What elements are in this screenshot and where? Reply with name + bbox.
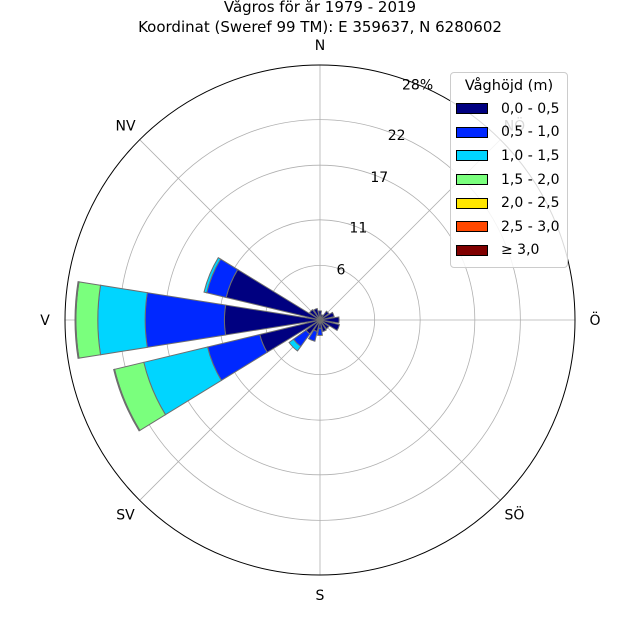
rose-bar-NÖ-0: [319, 310, 330, 321]
rose-bar-ÖNÖ-0: [319, 311, 335, 321]
direction-label: S: [316, 588, 325, 604]
legend-entry: 2,5 - 3,0: [451, 215, 567, 239]
legend-swatch: [456, 244, 488, 256]
grid-spoke: [319, 319, 501, 501]
rose-bar-VSV-4: [113, 368, 141, 432]
legend-label: 2,5 - 3,0: [501, 218, 560, 235]
grid-spoke: [139, 139, 321, 321]
chart-title: Vågros för år 1979 - 2019: [223, 0, 417, 16]
rose-bar-SV-2: [288, 338, 302, 352]
direction-label: N: [315, 38, 325, 54]
outer-circle: [64, 64, 576, 576]
legend-entry: 2,0 - 2,5: [451, 191, 567, 215]
legend-label: 0,0 - 0,5: [501, 100, 560, 117]
legend-swatch: [456, 174, 488, 186]
rose-bar-V-2: [97, 284, 148, 356]
polar-frame: [64, 64, 576, 576]
legend-title: Våghöjd (m): [464, 78, 554, 94]
legend-swatch: [456, 221, 488, 233]
direction-label: Ö: [589, 311, 600, 329]
legend-entries: 0,0 - 0,5 0,5 - 1,0 1,0 - 1,5 1,5 - 2,0 2,0 …: [451, 97, 567, 262]
legend-label: 1,0 - 1,5: [501, 147, 560, 164]
direction-label: NV: [116, 119, 136, 135]
rose-bar-V-3: [75, 281, 102, 359]
rose-bar-N-0: [318, 310, 322, 321]
radial-tick-label: 6: [336, 263, 345, 279]
rose-bar-NV-0: [308, 308, 321, 321]
direction-label: SV: [116, 507, 135, 523]
legend-entry: 0,0 - 0,5: [451, 97, 567, 121]
rose-bar-S-1: [317, 327, 323, 336]
rose-bar-SSÖ-0: [319, 319, 327, 333]
rose-bar-NNV-0: [313, 307, 321, 321]
legend-label: ≥ 3,0: [501, 242, 540, 259]
radial-tick-label: 17: [370, 170, 388, 186]
legend: Våghöjd (m) 0,0 - 0,5 0,5 - 1,0 1,0 - 1,5 1…: [450, 72, 568, 268]
legend-swatch: [456, 150, 488, 162]
rose-bar-V-4: [74, 281, 80, 359]
radial-tick-label: 28%: [402, 77, 433, 93]
rose-bar-SÖ-0: [319, 319, 330, 330]
grid-spoke: [139, 319, 321, 501]
legend-entry: 1,0 - 1,5: [451, 144, 567, 168]
direction-label: SÖ: [505, 505, 525, 523]
rose-bars: [74, 256, 341, 432]
polar-grid: [65, 65, 575, 575]
rose-bar-Ö-0: [319, 316, 340, 324]
legend-entry: ≥ 3,0: [451, 239, 567, 263]
legend-label: 2,0 - 2,5: [501, 195, 560, 212]
chart-subtitle: Koordinat (Sweref 99 TM): E 359637, N 62…: [138, 18, 502, 36]
direction-label: V: [40, 313, 50, 329]
rose-bar-ÖSÖ-0: [319, 319, 341, 332]
rose-bar-V-1: [144, 292, 227, 348]
legend-label: 1,5 - 2,0: [501, 171, 560, 188]
rose-bar-VNV-2: [203, 256, 222, 294]
radial-tick-label: 22: [388, 128, 406, 144]
legend-entry: 1,5 - 2,0: [451, 168, 567, 192]
rose-bar-SSV-1: [307, 329, 318, 342]
radial-tick-label: 11: [349, 220, 367, 236]
legend-entry: 0,5 - 1,0: [451, 121, 567, 145]
legend-swatch: [456, 126, 488, 138]
legend-swatch: [456, 197, 488, 209]
legend-label: 0,5 - 1,0: [501, 124, 560, 141]
legend-swatch: [456, 103, 488, 115]
